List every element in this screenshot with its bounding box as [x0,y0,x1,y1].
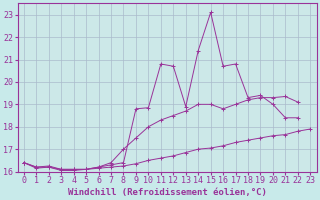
X-axis label: Windchill (Refroidissement éolien,°C): Windchill (Refroidissement éolien,°C) [68,188,267,197]
